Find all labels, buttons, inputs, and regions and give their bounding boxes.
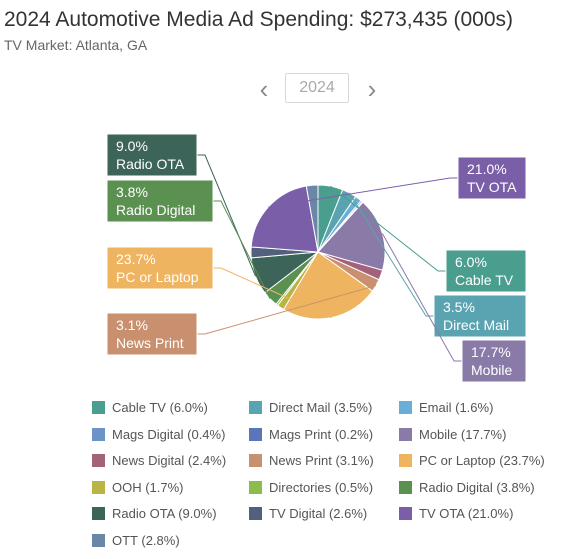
callout-pct-news-print: 3.1% <box>116 317 148 333</box>
legend-swatch <box>92 427 105 441</box>
callout-box-mobile <box>461 339 527 383</box>
callout-box-direct-mail <box>433 294 527 338</box>
legend-item-news-digital[interactable]: News Digital (2.4%) <box>92 453 226 468</box>
callout-box-tv-ota <box>457 156 527 200</box>
callout-leader-tv-ota <box>268 177 458 208</box>
callout-pct-mobile: 17.7% <box>471 344 511 360</box>
callout-box-pc-or-laptop <box>106 246 214 290</box>
legend-item-radio-ota[interactable]: Radio OTA (9.0%) <box>92 506 217 521</box>
legend-label: Email (1.6%) <box>419 400 494 415</box>
legend-swatch <box>92 507 105 520</box>
legend-swatch <box>92 401 105 414</box>
legend-item-mobile[interactable]: Mobile (17.7%) <box>399 427 506 442</box>
callout-leader-cable-tv <box>330 185 446 272</box>
callout-pct-cable-tv: 6.0% <box>455 254 487 270</box>
legend-item-cable-tv[interactable]: Cable TV (6.0%) <box>92 400 208 415</box>
pie-slice-ott[interactable] <box>305 184 319 253</box>
legend-label: TV OTA (21.0%) <box>419 506 514 521</box>
legend-label: OTT (2.8%) <box>112 532 180 548</box>
legend-item-ooh[interactable]: OOH (1.7%) <box>92 480 184 495</box>
callout-leader-mobile <box>381 233 462 362</box>
legend-item-mags-print[interactable]: Mags Print (0.2%) <box>249 427 373 442</box>
legend-item-pc-or-laptop[interactable]: PC or Laptop (23.7%) <box>399 453 545 468</box>
legend-item-email[interactable]: Email (1.6%) <box>399 400 493 415</box>
legend-label: News Print (3.1%) <box>269 453 374 468</box>
legend-label: Mags Print (0.2%) <box>269 426 374 442</box>
legend-swatch <box>249 401 262 414</box>
legend-item-tv-ota[interactable]: TV OTA (21.0%) <box>399 506 513 521</box>
legend-swatch <box>399 480 412 494</box>
legend-label: OOH (1.7%) <box>112 479 184 495</box>
callout-pct-pc-or-laptop: 23.7% <box>116 251 156 267</box>
callout-name-direct-mail: Direct Mail <box>443 317 509 333</box>
legend-label: TV Digital (2.6%) <box>269 506 368 521</box>
callout-leader-pc-or-laptop <box>213 267 332 319</box>
chevron-left-icon[interactable]: ‹ <box>259 74 269 104</box>
callout-pct-radio-digital: 3.8% <box>116 184 148 200</box>
callout-name-news-print: News Print <box>116 335 184 351</box>
legend-item-radio-digital[interactable]: Radio Digital (3.8%) <box>399 480 535 495</box>
legend-swatch <box>399 454 412 467</box>
legend-swatch <box>399 427 412 441</box>
callout-name-tv-ota: TV OTA <box>467 179 517 195</box>
chart-title: 2024 Automotive Media Ad Spending: $273,… <box>4 8 514 31</box>
legend-label: Cable TV (6.0%) <box>112 400 208 415</box>
legend-item-news-print[interactable]: News Print (3.1%) <box>249 453 374 468</box>
legend-label: Radio OTA (9.0%) <box>112 506 217 521</box>
callout-box-radio-digital <box>106 179 214 223</box>
callout-name-cable-tv: Cable TV <box>455 272 514 288</box>
callout-pct-tv-ota: 21.0% <box>467 161 507 177</box>
legend-item-directories[interactable]: Directories (0.5%) <box>249 480 373 495</box>
legend-swatch <box>249 507 262 520</box>
legend-swatch <box>249 454 262 467</box>
year-selector[interactable]: 2024 <box>285 73 349 103</box>
callout-box-cable-tv <box>445 249 527 293</box>
callout-pct-radio-ota: 9.0% <box>116 138 148 154</box>
callout-name-mobile: Mobile <box>471 362 512 378</box>
callout-pct-direct-mail: 3.5% <box>443 299 475 315</box>
legend-swatch <box>92 480 105 494</box>
legend-swatch <box>399 507 412 520</box>
legend-label: Radio Digital (3.8%) <box>419 479 535 495</box>
callout-name-radio-ota: Radio OTA <box>116 156 185 172</box>
legend-item-direct-mail[interactable]: Direct Mail (3.5%) <box>249 400 372 415</box>
callout-name-pc-or-laptop: PC or Laptop <box>116 269 199 285</box>
callout-leader-direct-mail <box>348 192 434 317</box>
pie-slice-mobile[interactable] <box>317 201 386 271</box>
legend: Cable TV (6.0%) Direct Mail (3.5%) Email (… <box>92 400 572 555</box>
callout-box-radio-ota <box>106 133 198 177</box>
legend-swatch <box>399 401 412 414</box>
legend-swatch <box>249 480 262 494</box>
legend-swatch <box>92 454 105 467</box>
legend-item-mags-digital[interactable]: Mags Digital (0.4%) <box>92 427 225 442</box>
chart-subtitle: TV Market: Atlanta, GA <box>4 37 148 53</box>
legend-swatch <box>92 533 105 547</box>
callout-name-radio-digital: Radio Digital <box>116 202 195 218</box>
legend-swatch <box>249 427 262 441</box>
callout-box-news-print <box>106 312 198 356</box>
legend-item-tv-digital[interactable]: TV Digital (2.6%) <box>249 506 367 521</box>
callout-leader-news-print <box>197 285 377 335</box>
legend-label: Mags Digital (0.4%) <box>112 426 226 442</box>
callout-leader-radio-digital <box>213 200 271 300</box>
chevron-right-icon[interactable]: › <box>367 74 377 104</box>
legend-label: Mobile (17.7%) <box>419 426 507 442</box>
legend-label: Direct Mail (3.5%) <box>269 400 373 415</box>
legend-label: Directories (0.5%) <box>269 479 374 495</box>
legend-label: News Digital (2.4%) <box>112 453 227 468</box>
legend-item-ott[interactable]: OTT (2.8%) <box>92 533 180 548</box>
pie-chart: 9.0% Radio OTA 3.8% Radio Digital 23.7% PC or… <box>106 133 527 383</box>
legend-label: PC or Laptop (23.7%) <box>419 453 545 468</box>
